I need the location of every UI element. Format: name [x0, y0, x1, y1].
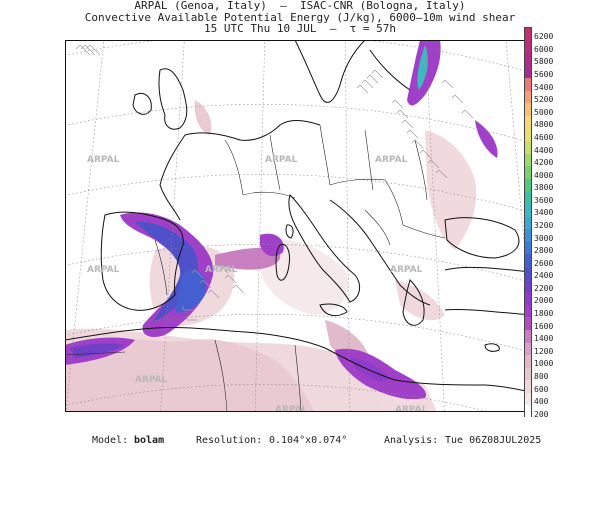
title-line-2: Convective Available Potential Energy (J… [84, 10, 516, 24]
colorbar-tick-label: 4800 [534, 120, 554, 130]
map-panel: ARPAL ARPAL ARPAL ARPAL ARPAL ARPAL ARPA… [65, 40, 531, 412]
title-line-3: 15 UTC Thu 10 JUL – τ = 57h [203, 22, 397, 35]
watermarks: ARPAL ARPAL ARPAL ARPAL ARPAL ARPAL ARPA… [87, 155, 428, 412]
colorbar-tick-label: 3600 [534, 195, 554, 205]
colorbar-tick-label: 1600 [534, 321, 554, 331]
colorbar-swatch [525, 78, 531, 92]
colorbar-tick-label: 800 [534, 371, 549, 381]
colorbar-swatch [525, 40, 531, 54]
colorbar-swatch [525, 153, 531, 167]
watermark-text: ARPAL [135, 375, 168, 385]
colorbar-swatch [525, 65, 531, 79]
watermark-text: ARPAL [87, 265, 120, 275]
colorbar-tick-label: 5000 [534, 107, 554, 117]
colorbar-swatch [525, 28, 531, 42]
colorbar-swatch [525, 342, 531, 356]
colorbar-swatch [525, 103, 531, 117]
watermark-text: ARPAL [395, 405, 428, 412]
colorbar-tick-label: 400 [534, 397, 549, 407]
colorbar [524, 27, 532, 419]
colorbar-swatch [525, 279, 531, 293]
colorbar-swatch [525, 292, 531, 306]
colorbar-swatch [525, 304, 531, 318]
colorbar-tick-label: 5400 [534, 82, 554, 92]
cape-shading [65, 100, 477, 412]
colorbar-tick-label: 5200 [534, 95, 554, 105]
colorbar-tick-label: 1400 [534, 334, 554, 344]
colorbar-tick-label: 3800 [534, 183, 554, 193]
colorbar-swatch [525, 216, 531, 230]
colorbar-swatch [525, 166, 531, 180]
colorbar-tick-label: 4000 [534, 170, 554, 180]
colorbar-swatch [525, 178, 531, 193]
chart-title: ARPAL (Genoa, Italy) – ISAC-CNR (Bologna… [0, 0, 600, 35]
colorbar-swatch [525, 241, 531, 255]
colorbar-swatch [525, 355, 531, 369]
colorbar-tick-label: 3200 [534, 221, 554, 230]
analysis-label: Analysis: [384, 435, 439, 446]
colorbar-tick-label: 200 [534, 409, 549, 419]
colorbar-tick-label: 2600 [534, 258, 554, 268]
watermark-text: ARPAL [87, 155, 120, 165]
borders [65, 124, 446, 412]
footer: Model: bolam Resolution: 0.104°x0.074° A… [0, 435, 600, 512]
colorbar-tick-label: 6200 [534, 32, 554, 42]
colorbar-tick-label: 3000 [534, 233, 554, 243]
analysis-value: Tue 06Z08JUL2025 [445, 435, 542, 446]
model-label: Model: [92, 435, 129, 446]
cape-high-east [407, 40, 498, 158]
model-value: bolam [134, 435, 165, 446]
colorbar-swatch [525, 141, 531, 155]
colorbar-tick-label: 1800 [534, 309, 554, 319]
colorbar-tick-label: 3400 [534, 208, 554, 218]
colorbar-labels: 6200 6000 5800 5600 5400 5200 5000 4800 4600 4400… [534, 27, 584, 419]
colorbar-swatch [525, 53, 531, 67]
colorbar-swatch [525, 367, 531, 381]
resolution-label: Resolution: [196, 435, 263, 446]
colorbar-swatch [525, 116, 531, 130]
colorbar-swatch [525, 267, 531, 281]
colorbar-swatch [525, 191, 531, 205]
watermark-text: ARPAL [265, 155, 298, 165]
colorbar-tick-label: 4600 [534, 132, 554, 142]
colorbar-swatch [525, 90, 531, 104]
colorbar-tick-label: 1200 [534, 346, 554, 356]
colorbar-swatch [525, 380, 531, 394]
resolution-value: 0.104°x0.074° [269, 435, 348, 446]
wind-barbs [75, 44, 474, 321]
watermark-text: ARPAL [375, 155, 408, 165]
colorbar-swatch [525, 229, 531, 243]
colorbar-tick-label: 2200 [534, 283, 554, 293]
colorbar-tick-label: 6000 [534, 44, 554, 54]
colorbar-tick-label: 4400 [534, 145, 554, 155]
colorbar-tick-label: 2800 [534, 246, 554, 256]
colorbar-swatch [525, 329, 531, 343]
colorbar-swatch [525, 392, 531, 406]
colorbar-tick-label: 2000 [534, 296, 554, 306]
title-line-1: ARPAL (Genoa, Italy) – ISAC-CNR (Bologna… [134, 0, 466, 12]
colorbar-swatch [525, 254, 531, 268]
colorbar-tick-label: 1000 [534, 359, 554, 369]
colorbar-tick-label: 5800 [534, 57, 554, 67]
colorbar-tick-label: 2400 [534, 271, 554, 281]
cape-map: ARPAL ARPAL ARPAL ARPAL ARPAL ARPAL ARPA… [65, 40, 531, 412]
colorbar-tick-label: 600 [534, 384, 549, 394]
colorbar-tick-label: 4200 [534, 158, 554, 168]
cape-high-africa [65, 337, 426, 400]
colorbar-swatch [525, 317, 531, 331]
colorbar-swatch [525, 204, 531, 218]
coastlines [65, 40, 531, 393]
watermark-text: ARPAL [205, 265, 238, 275]
watermark-text: ARPAL [275, 405, 308, 412]
colorbar-tick-label: 5600 [534, 70, 554, 80]
colorbar-swatch [525, 128, 531, 142]
watermark-text: ARPAL [390, 265, 423, 275]
colorbar-swatch [525, 405, 531, 419]
